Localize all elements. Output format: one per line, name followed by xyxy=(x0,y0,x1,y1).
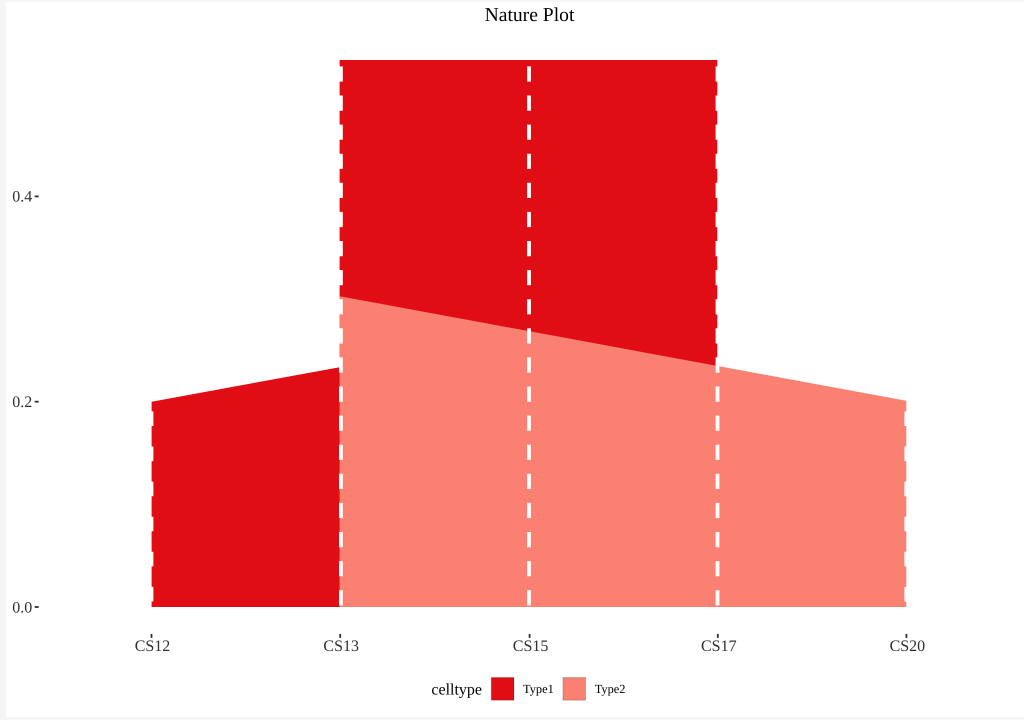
svg-text:Type2: Type2 xyxy=(595,682,626,696)
svg-text:0.2: 0.2 xyxy=(12,394,32,411)
svg-text:CS13: CS13 xyxy=(323,638,359,655)
svg-text:CS12: CS12 xyxy=(135,638,171,655)
svg-text:Nature Plot: Nature Plot xyxy=(485,5,575,26)
svg-text:CS17: CS17 xyxy=(701,638,737,655)
svg-text:celltype: celltype xyxy=(431,681,482,698)
svg-text:CS20: CS20 xyxy=(890,638,926,655)
svg-text:CS15: CS15 xyxy=(513,638,549,655)
svg-text:0.4: 0.4 xyxy=(12,189,32,206)
svg-text:Type1: Type1 xyxy=(523,682,554,696)
svg-text:0.0: 0.0 xyxy=(12,599,32,616)
